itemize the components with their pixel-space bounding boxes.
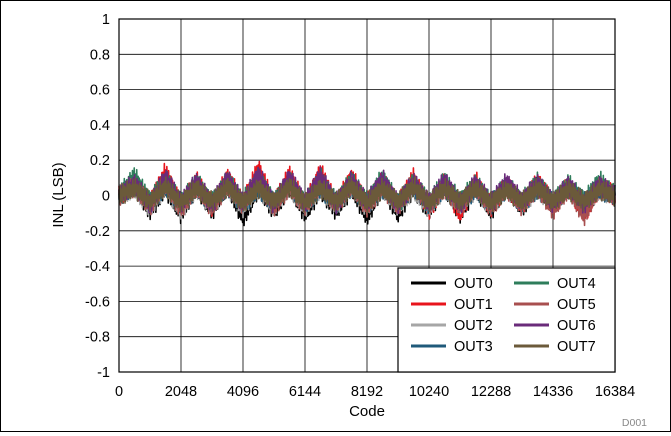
y-tick-label: 1 — [102, 12, 110, 28]
legend: OUT0 OUT1 OUT2 OUT3 OUT4 OUT5 OUT6 OUT7 — [397, 267, 616, 373]
x-tick-labels: 0 2048 4096 6144 8192 10240 12288 14336 16384 — [115, 384, 635, 400]
x-tick-label: 6144 — [289, 384, 321, 400]
figure-id: D001 — [622, 417, 647, 429]
x-tick-label: 12288 — [471, 384, 511, 400]
x-axis-title: Code — [349, 403, 385, 420]
series-line-out7 — [118, 176, 616, 214]
x-tick-label: 10240 — [409, 384, 449, 400]
y-tick-label: -0.6 — [85, 294, 110, 310]
legend-box — [397, 267, 616, 373]
y-tick-label: -1 — [97, 365, 110, 381]
y-tick-label: 0.6 — [90, 83, 110, 99]
legend-label: OUT3 — [454, 339, 493, 355]
y-tick-label: 0.2 — [90, 153, 110, 169]
legend-label: OUT4 — [557, 276, 596, 292]
legend-label: OUT5 — [557, 297, 596, 313]
x-tick-label: 14336 — [533, 384, 573, 400]
x-tick-label: 0 — [115, 384, 123, 400]
legend-label: OUT1 — [454, 297, 493, 313]
y-tick-label: -0.4 — [85, 259, 110, 275]
series-layer — [118, 160, 616, 227]
legend-label: OUT6 — [557, 318, 596, 334]
x-tick-label: 4096 — [227, 384, 259, 400]
x-tick-label: 2048 — [165, 384, 197, 400]
plot-area — [118, 18, 616, 373]
y-tick-label: 0.8 — [90, 47, 110, 63]
y-tick-label: 0.4 — [90, 118, 110, 134]
legend-label: OUT0 — [454, 276, 493, 292]
x-tick-label: 16384 — [595, 384, 635, 400]
y-axis-title: INL (LSB) — [50, 162, 67, 227]
x-tick-label: 8192 — [351, 384, 383, 400]
legend-label: OUT7 — [557, 339, 596, 355]
y-tick-label: -0.2 — [85, 224, 110, 240]
grid-lines — [118, 18, 616, 373]
legend-label: OUT2 — [454, 318, 493, 334]
y-tick-label: 0 — [102, 189, 110, 205]
y-tick-label: -0.8 — [85, 330, 110, 346]
y-tick-labels: 1 0.8 0.6 0.4 0.2 0 -0.2 -0.4 -0.6 -0.8 -1 — [85, 12, 110, 381]
